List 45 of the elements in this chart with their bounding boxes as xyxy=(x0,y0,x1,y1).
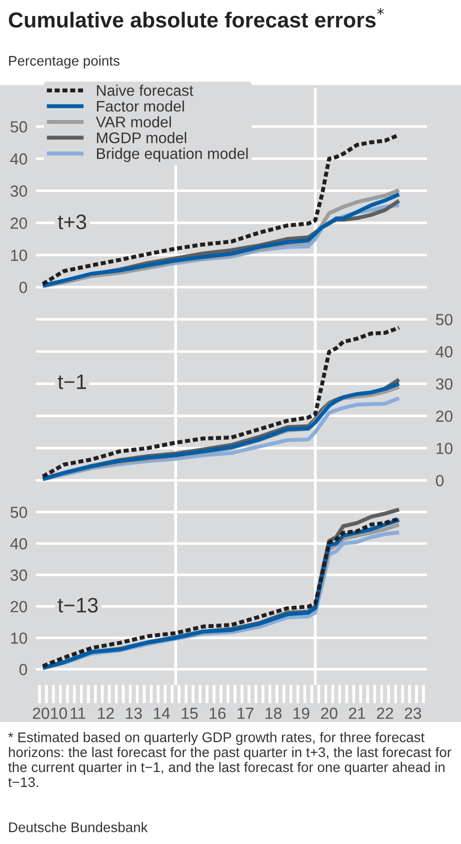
x-tick-label: 20 xyxy=(321,708,338,719)
y-tick-label: 0 xyxy=(19,664,28,676)
y-tick-label: 50 xyxy=(10,506,28,518)
y-tick-label: 30 xyxy=(10,570,28,581)
y-tick-label: 0 xyxy=(19,282,28,294)
y2-tick-label: 40 xyxy=(436,346,452,358)
x-tick-label: 18 xyxy=(266,708,282,719)
x-tick-label: 17 xyxy=(238,708,254,719)
text: * Estimated based on quarterly GDP growth rates, for three forecast horizons: the last forecast for the past quarter in t+3, the last forecast for the current quarter in t−1, and the last forecast for one quarter ahead in t−13. xyxy=(8,732,452,788)
y2-tick-label: 50 xyxy=(436,314,452,326)
y2-tick-label: 30 xyxy=(436,378,452,390)
line-series xyxy=(40,326,402,478)
x-tick-label: 12 xyxy=(98,708,114,719)
y2-tick-label: 10 xyxy=(436,442,452,454)
x-tick-label: 23 xyxy=(404,708,422,719)
y-tick-label: 10 xyxy=(11,632,28,644)
x-tick-label: 16 xyxy=(210,708,226,719)
y-tick-label: 20 xyxy=(10,601,28,612)
legend-label: MGDP model xyxy=(97,132,186,144)
chart-title: Cumulative absolute forecast errors$^{*}$ xyxy=(8,8,384,28)
x-tick-label: 13 xyxy=(126,708,142,719)
y-tick-label: 40 xyxy=(10,538,28,550)
x-tick-label: 11 xyxy=(70,708,86,719)
x-tick-label: 21 xyxy=(348,708,366,719)
x-tick-label: 15 xyxy=(182,708,198,719)
annotation: t−13 xyxy=(58,598,98,613)
text: Deutsche Bundesbank xyxy=(9,822,148,832)
x-tick-label: 19 xyxy=(294,708,310,719)
annotation: t−1 xyxy=(58,374,86,390)
chart-subtitle: Percentage points xyxy=(9,56,120,68)
y-tick-label: 50 xyxy=(10,121,28,132)
y2-tick-label: 0 xyxy=(436,474,444,486)
x-tick-label: 22 xyxy=(376,708,394,719)
legend-label: Factor model xyxy=(97,100,184,112)
legend-label: VAR model xyxy=(96,116,171,128)
legend-label: Naive forecast xyxy=(97,84,194,96)
legend-label: Bridge equation model xyxy=(97,148,248,162)
y-tick-label: 20 xyxy=(10,218,28,229)
y2-tick-label: 20 xyxy=(436,410,452,422)
y-tick-label: 30 xyxy=(10,185,28,197)
annotation: t+3 xyxy=(58,214,86,230)
y-tick-label: 40 xyxy=(10,153,28,165)
x-tick-label: 14 xyxy=(154,708,170,719)
x-tick-label: 2010 xyxy=(32,708,67,719)
y-tick-label: 10 xyxy=(11,250,28,261)
